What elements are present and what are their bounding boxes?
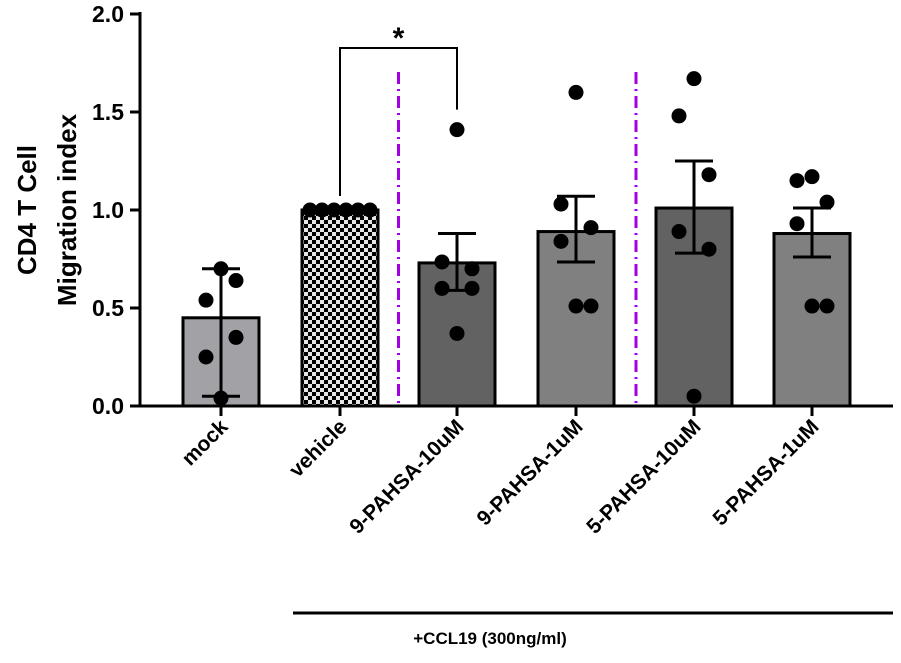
x-tick-label-mock: mock bbox=[177, 415, 232, 470]
data-point bbox=[789, 216, 805, 232]
data-point bbox=[686, 388, 702, 404]
data-point bbox=[464, 280, 480, 296]
y-tick-label: 1.5 bbox=[92, 99, 124, 125]
y-tick-label: 0.5 bbox=[92, 295, 124, 321]
data-point bbox=[568, 298, 584, 314]
data-point bbox=[449, 325, 465, 341]
data-point bbox=[701, 241, 717, 257]
data-point bbox=[819, 194, 835, 210]
data-point bbox=[449, 122, 465, 138]
data-point bbox=[362, 202, 378, 218]
data-point bbox=[701, 167, 717, 183]
significance-bracket bbox=[339, 47, 458, 196]
x-tick-label-5-PAHSA-10uM: 5-PAHSA-10uM bbox=[582, 415, 705, 538]
data-point bbox=[228, 329, 244, 345]
data-point bbox=[789, 173, 805, 189]
data-point bbox=[434, 254, 450, 270]
x-tick-label-vehicle: vehicle bbox=[285, 415, 352, 482]
data-point bbox=[228, 273, 244, 289]
bar-5-PAHSA-1uM bbox=[772, 232, 852, 408]
data-point bbox=[553, 233, 569, 249]
data-point bbox=[686, 71, 702, 87]
x-tick-label-5-PAHSA-1uM: 5-PAHSA-1uM bbox=[709, 415, 824, 530]
y-axis-label-line-1: CD4 T Cell bbox=[12, 145, 42, 275]
data-point bbox=[314, 202, 330, 218]
data-point bbox=[804, 298, 820, 314]
x-tick-label-9-PAHSA-1uM: 9-PAHSA-1uM bbox=[473, 415, 588, 530]
data-point bbox=[804, 169, 820, 185]
data-point bbox=[338, 202, 354, 218]
data-point bbox=[302, 202, 318, 218]
data-point bbox=[568, 84, 584, 100]
x-tick-label-9-PAHSA-10uM: 9-PAHSA-10uM bbox=[345, 415, 468, 538]
y-axis-label: CD4 T Cell Migration index bbox=[12, 113, 82, 306]
data-point bbox=[671, 224, 687, 240]
data-point bbox=[198, 349, 214, 365]
y-tick-label: 1.0 bbox=[92, 197, 124, 223]
data-point bbox=[213, 261, 229, 277]
data-point bbox=[553, 196, 569, 212]
data-point bbox=[326, 202, 342, 218]
data-point bbox=[819, 298, 835, 314]
bar-vehicle bbox=[300, 208, 380, 408]
data-point bbox=[464, 261, 480, 277]
data-point bbox=[198, 292, 214, 308]
group-annotation-label: +CCL19 (300ng/ml) bbox=[413, 629, 567, 648]
significance-star: * bbox=[393, 22, 405, 55]
y-axis-label-line-2: Migration index bbox=[52, 113, 82, 306]
data-point bbox=[434, 280, 450, 296]
y-tick-label: 0.0 bbox=[92, 393, 124, 419]
data-point bbox=[213, 390, 229, 406]
data-point bbox=[583, 298, 599, 314]
data-point bbox=[350, 202, 366, 218]
data-point bbox=[583, 220, 599, 236]
y-tick-label: 2.0 bbox=[92, 1, 124, 27]
data-point bbox=[671, 108, 687, 124]
